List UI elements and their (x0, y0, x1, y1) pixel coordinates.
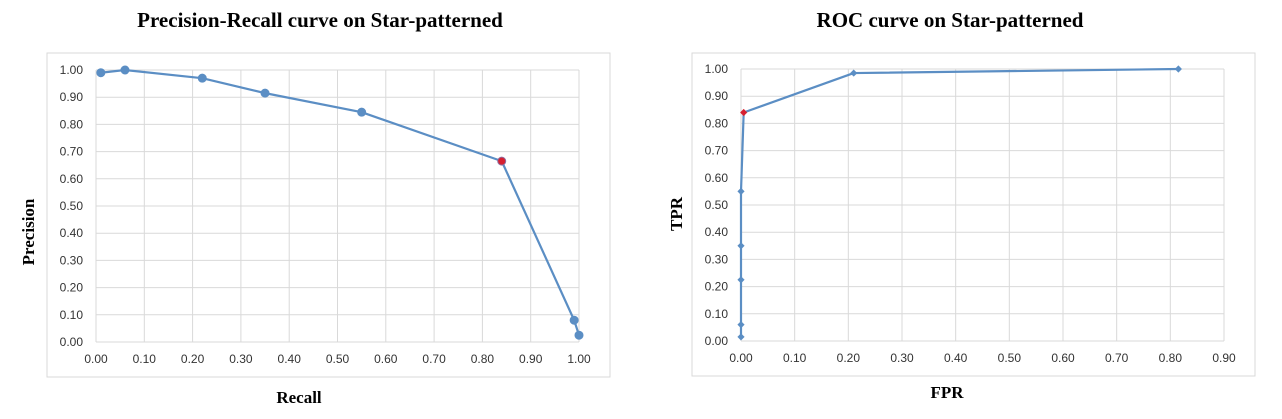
roc-x-tick-label: 0.50 (998, 351, 1022, 365)
pr-series-line (100, 68, 581, 336)
pr-y-tick-label: 0.40 (60, 226, 84, 240)
roc-data-point (737, 333, 745, 341)
pr-y-tick-label: 0.80 (60, 117, 84, 131)
pr-y-tick-label: 0.60 (60, 172, 84, 186)
pr-y-tick-label: 0.50 (60, 199, 84, 213)
roc-chart-title: ROC curve on Star-patterned (816, 8, 1084, 32)
pr-data-point (120, 65, 130, 75)
roc-x-tick-label: 0.60 (1051, 351, 1075, 365)
pr-y-tick-label: 0.70 (60, 145, 84, 159)
roc-x-tick-label: 0.10 (783, 351, 807, 365)
pr-y-tick-label: 1.00 (60, 63, 84, 77)
pr-chart-frame (46, 52, 611, 378)
pr-x-tick-label: 0.70 (422, 352, 446, 366)
pr-x-tick-label: 0.60 (374, 352, 398, 366)
roc-y-tick-label: 0.30 (705, 252, 729, 266)
pr-y-axis-title: Precision (19, 198, 38, 265)
roc-data-point (1174, 65, 1182, 73)
roc-y-tick-label: 0.90 (705, 89, 729, 103)
roc-data-point (737, 187, 745, 195)
pr-x-tick-label: 1.00 (567, 352, 591, 366)
roc-series-line (739, 67, 1179, 337)
pr-data-point (197, 73, 207, 83)
pr-x-tick-label: 0.10 (133, 352, 157, 366)
roc-x-tick-label: 0.70 (1105, 351, 1129, 365)
roc-y-tick-label: 0.50 (705, 198, 729, 212)
roc-y-tick-label: 0.80 (705, 116, 729, 130)
pr-data-point (574, 330, 584, 340)
pr-plot: 0.00 0.10 0.20 0.30 0.40 0.50 0.60 0.70 0.80 0.90… (60, 63, 591, 366)
pr-x-tick-label: 0.80 (471, 352, 495, 366)
roc-y-tick-label: 0.20 (705, 280, 729, 294)
pr-data-point (357, 107, 367, 117)
roc-plot: 0.00 0.10 0.20 0.30 0.40 0.50 0.60 0.70 0.80 0.90… (705, 62, 1236, 365)
pr-x-axis-title: Recall (276, 388, 322, 407)
roc-x-tick-label: 0.30 (890, 351, 914, 365)
roc-y-axis-title: TPR (667, 196, 686, 231)
pr-chart-title: Precision-Recall curve on Star-patterned (137, 8, 503, 32)
pr-x-tick-label: 0.20 (181, 352, 205, 366)
roc-y-tick-label: 0.70 (705, 144, 729, 158)
pr-data-point (260, 88, 270, 98)
roc-y-tick-label: 0.10 (705, 307, 729, 321)
pr-y-tick-label: 0.90 (60, 90, 84, 104)
pr-y-tick-label: 0.30 (60, 253, 84, 267)
pr-data-point (96, 68, 106, 78)
roc-x-axis-title: FPR (930, 383, 964, 402)
roc-x-tick-label: 0.80 (1159, 351, 1183, 365)
roc-x-tick-label: 0.90 (1212, 351, 1236, 365)
pr-x-tick-label: 0.40 (278, 352, 302, 366)
roc-data-point (850, 69, 858, 77)
pr-y-tick-label: 0.10 (60, 308, 84, 322)
roc-y-tick-label: 0.40 (705, 225, 729, 239)
roc-chart-frame (691, 52, 1256, 377)
roc-x-tick-label: 0.20 (837, 351, 861, 365)
roc-highlight-point (740, 108, 748, 117)
pr-y-tick-label: 0.00 (60, 335, 84, 349)
pr-x-tick-label: 0.90 (519, 352, 543, 366)
roc-data-point (737, 242, 745, 250)
roc-data-point (737, 276, 745, 284)
pr-x-tick-label: 0.00 (84, 352, 108, 366)
roc-data-point (737, 321, 745, 329)
roc-y-tick-label: 0.60 (705, 171, 729, 185)
roc-x-tick-label: 0.40 (944, 351, 968, 365)
pr-highlight-point (497, 156, 507, 166)
roc-y-tick-label: 0.00 (705, 334, 729, 348)
roc-y-tick-label: 1.00 (705, 62, 729, 76)
roc-x-tick-label: 0.00 (729, 351, 753, 365)
pr-x-tick-label: 0.30 (229, 352, 253, 366)
pr-x-tick-label: 0.50 (326, 352, 350, 366)
pr-data-point (569, 315, 579, 325)
pr-y-tick-label: 0.20 (60, 281, 84, 295)
